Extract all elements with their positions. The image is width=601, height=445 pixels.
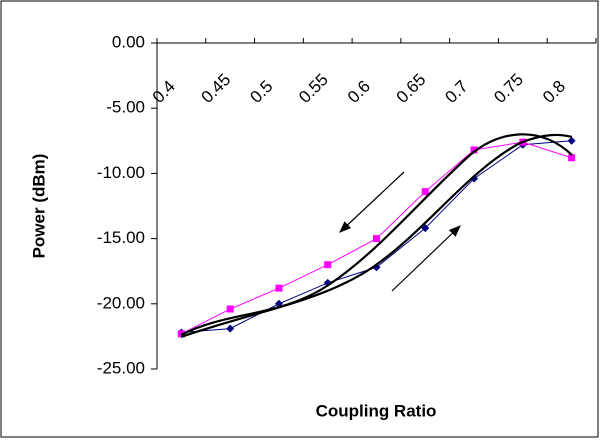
point-marker [470,174,479,183]
trend-curve [180,133,573,339]
point-marker [226,324,235,333]
point-marker [568,154,576,162]
trend-curve [180,133,573,336]
y-tick-label: -10.00 [97,163,145,182]
point-marker [421,224,430,233]
y-tick-label: -25.00 [97,358,145,377]
point-marker [275,284,283,292]
point-marker [373,235,380,243]
point-marker [470,146,478,154]
y-tick-label: -20.00 [97,293,145,312]
y-tick-label: -15.00 [97,228,145,247]
y-axis-title: Power (dBm) [29,154,48,259]
point-marker [226,305,234,313]
point-marker [324,261,332,269]
y-tick-label: 0.00 [112,32,145,51]
direction-arrow [391,225,461,292]
x-axis-title: Coupling Ratio [316,401,437,420]
y-tick-label: -5.00 [106,98,145,117]
point-marker [567,136,576,145]
direction-arrow [339,171,405,233]
point-marker [421,188,429,196]
